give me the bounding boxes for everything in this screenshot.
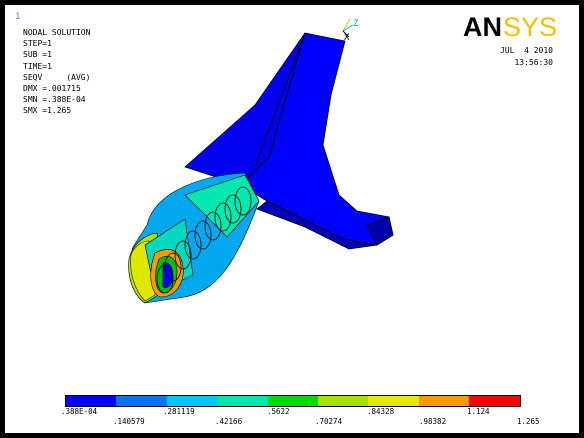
info-dmx: DMX =.001715 bbox=[23, 84, 81, 94]
legend-color-swatch bbox=[317, 396, 369, 406]
info-sub: SUB =1 bbox=[23, 50, 52, 60]
legend-label: .281119 bbox=[163, 407, 195, 416]
solution-info: NODAL SOLUTION STEP=1 SUB =1 TIME=1 SEQV… bbox=[23, 27, 90, 117]
legend-label: .5622 bbox=[267, 407, 290, 416]
legend-color-swatch bbox=[469, 396, 520, 406]
info-step: STEP=1 bbox=[23, 39, 52, 49]
info-smn: SMN =.388E-04 bbox=[23, 95, 86, 105]
date-text: JUL 4 2010 bbox=[500, 46, 553, 55]
legend-color-swatch bbox=[66, 396, 117, 406]
legend-label: .388E-04 bbox=[61, 407, 98, 416]
info-seqv: SEQV (AVG) bbox=[23, 72, 91, 82]
model-viewport[interactable]: Z X bbox=[5, 5, 581, 435]
model-body bbox=[184, 32, 394, 250]
legend-color-swatch bbox=[267, 396, 318, 406]
legend-label: .140579 bbox=[113, 417, 145, 426]
legend-label: .84328 bbox=[367, 407, 395, 416]
legend-label: .98382 bbox=[419, 417, 447, 426]
legend-label: .70274 bbox=[315, 417, 343, 426]
legend-label: 1.124 bbox=[467, 407, 490, 416]
triad-x-label: X bbox=[344, 33, 350, 43]
stress-region bbox=[128, 172, 260, 304]
info-time: TIME=1 bbox=[23, 61, 52, 71]
legend-color-swatch bbox=[166, 396, 218, 406]
triad-z-label: Z bbox=[353, 19, 359, 29]
info-smx: SMX =1.265 bbox=[23, 106, 72, 116]
legend-color-swatch bbox=[217, 396, 268, 406]
contour-legend-bar bbox=[65, 395, 521, 407]
info-title: NODAL SOLUTION bbox=[23, 28, 91, 37]
legend-color-swatch bbox=[116, 396, 167, 406]
window-number: 1 bbox=[15, 12, 21, 22]
graphics-window: 1 NODAL SOLUTION STEP=1 SUB =1 TIME=1 SE… bbox=[4, 4, 580, 434]
axis-triad-icon: Z X bbox=[342, 18, 359, 43]
timestamp: JUL 4 2010 13:56:30 bbox=[500, 45, 553, 68]
legend-color-swatch bbox=[368, 396, 419, 406]
legend-label: .42166 bbox=[215, 417, 243, 426]
legend-color-swatch bbox=[418, 396, 470, 406]
logo-text-yellow: SYS bbox=[503, 12, 557, 41]
legend-label: 1.265 bbox=[517, 417, 540, 426]
time-text: 13:56:30 bbox=[514, 57, 553, 67]
ansys-logo: AN SYS bbox=[463, 12, 557, 41]
logo-text-black: AN bbox=[463, 12, 502, 41]
